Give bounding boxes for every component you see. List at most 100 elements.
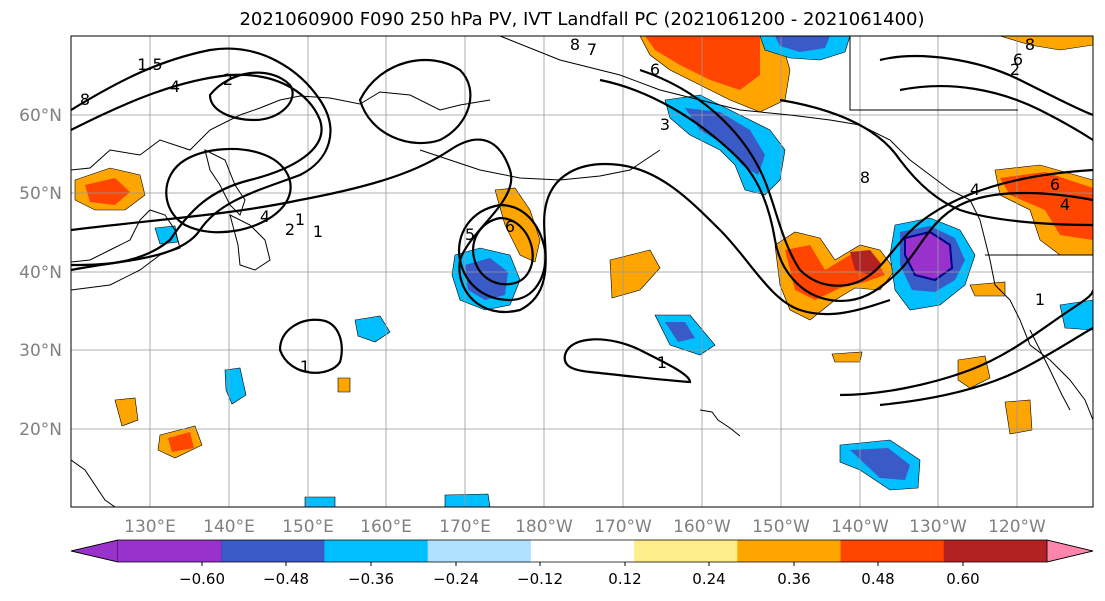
lat-label: 40°N [19, 263, 62, 283]
colorbar-segment [737, 540, 842, 562]
pv-contours [71, 47, 1093, 407]
anomaly-negative-strong [685, 108, 765, 175]
contour-label: 2 [1010, 60, 1020, 79]
contour-label: 6 [505, 217, 515, 236]
contour-line [71, 138, 891, 316]
map-frame [70, 35, 1094, 508]
anomaly-negative [444, 493, 491, 507]
contour-line [639, 68, 1093, 287]
contour-label: 1 [657, 353, 667, 372]
colorbar-tick-label: 0.48 [861, 570, 894, 588]
lat-label: 50°N [19, 184, 62, 204]
colorbar-tick-label: −0.24 [433, 570, 479, 588]
contour-label: 6 [1013, 50, 1023, 69]
coastlines [71, 36, 1093, 507]
contour-label: 8 [570, 35, 580, 54]
anomaly-positive [337, 377, 351, 393]
coast-korea-china [71, 209, 181, 291]
contour-line [71, 73, 323, 267]
anomaly-positive [609, 249, 661, 299]
contour-label: 8 [1025, 35, 1035, 54]
contour-line [472, 216, 534, 286]
contour-label: 1 [300, 357, 310, 376]
anomaly-positive-max [850, 250, 882, 275]
figure-title: 2021060900 F090 250 hPa PV, IVT Landfall… [239, 9, 924, 30]
colorbar-outline [70, 539, 1094, 563]
colorbar-tick-label: −0.12 [517, 570, 563, 588]
lon-label: 180°W [515, 517, 573, 537]
contour-label: 4 [170, 77, 180, 96]
anomaly-positive [114, 397, 139, 427]
contour-label: 1.5 [137, 55, 162, 74]
anomaly-positive-strong [168, 432, 194, 452]
anomaly-positive [1004, 399, 1033, 435]
coast-north-america [969, 199, 1093, 421]
contour-label: 1 [313, 222, 323, 241]
lon-label: 170°E [439, 517, 491, 537]
colorbar-tick-label: 0.36 [777, 570, 810, 588]
anomaly-negative [224, 367, 247, 405]
lat-labels: 60°N 50°N 40°N 30°N 20°N [19, 106, 62, 440]
anomaly-negative-max [904, 230, 954, 282]
colorbar: −0.60 −0.48 −0.36 −0.24 −0.12 0.12 0.24 0.36 0.4… [70, 539, 1094, 588]
anomaly-negative [304, 496, 336, 507]
anomaly-positive-strong [645, 36, 760, 90]
coast-asia [71, 91, 491, 171]
lat-label: 30°N [19, 341, 62, 361]
colorbar-extend-min [70, 539, 119, 563]
contour-line [599, 78, 1093, 303]
colorbar-tick-label: −0.60 [179, 570, 225, 588]
lon-label: 150°E [282, 517, 334, 537]
colorbar-tick-label: 0.12 [608, 570, 641, 588]
colorbar-tick-label: 0.60 [946, 570, 979, 588]
lon-label: 140°E [203, 517, 255, 537]
contour-label: 3 [660, 115, 670, 134]
colorbar-segment [118, 540, 222, 562]
contour-line [899, 85, 1093, 141]
anomaly-positive [831, 351, 863, 363]
anomaly-positive-strong [85, 178, 130, 205]
contour-label: 2 [285, 220, 295, 239]
colorbar-segment [221, 540, 325, 562]
shaded-anomalies [74, 36, 1093, 507]
contour-line [779, 98, 1093, 227]
contour-label: 1 [295, 210, 305, 229]
contour-line [563, 338, 692, 384]
contour-line [879, 327, 1093, 407]
contour-line [208, 71, 294, 122]
anomaly-negative-strong [775, 36, 830, 52]
contour-line [839, 289, 1093, 397]
colorbar-extend-max [1046, 539, 1094, 563]
colorbar-segment [530, 540, 635, 562]
lon-label: 160°E [360, 517, 412, 537]
coast-kamchatka [204, 149, 246, 216]
coast-philippines [71, 459, 116, 507]
coast-aleutians [419, 149, 661, 181]
colorbar-segment [840, 540, 945, 562]
colorbar-segment [324, 540, 429, 562]
lon-label: 170°W [594, 517, 652, 537]
contour-line [358, 58, 472, 145]
contour-label: 7 [587, 40, 597, 59]
lon-label: 120°W [988, 517, 1046, 537]
contour-label: 2 [223, 70, 233, 89]
colorbar-tick-label: −0.36 [348, 570, 394, 588]
anomaly-negative-strong [665, 322, 695, 342]
contour-line [879, 55, 1093, 117]
contour-label: 4 [970, 180, 980, 199]
anomaly-negative [354, 315, 391, 343]
coast-hawaii [699, 409, 741, 437]
contour-label: 6 [1050, 175, 1060, 194]
anomaly-positive [969, 281, 1006, 297]
contour-label: 8 [860, 168, 870, 187]
lat-label: 20°N [19, 420, 62, 440]
colorbar-tick-label: 0.24 [692, 570, 725, 588]
contour-label: 4 [1060, 195, 1070, 214]
lon-label: 150°W [752, 517, 810, 537]
colorbar-segment [634, 540, 738, 562]
contour-line [71, 47, 332, 272]
contour-line [165, 147, 292, 234]
